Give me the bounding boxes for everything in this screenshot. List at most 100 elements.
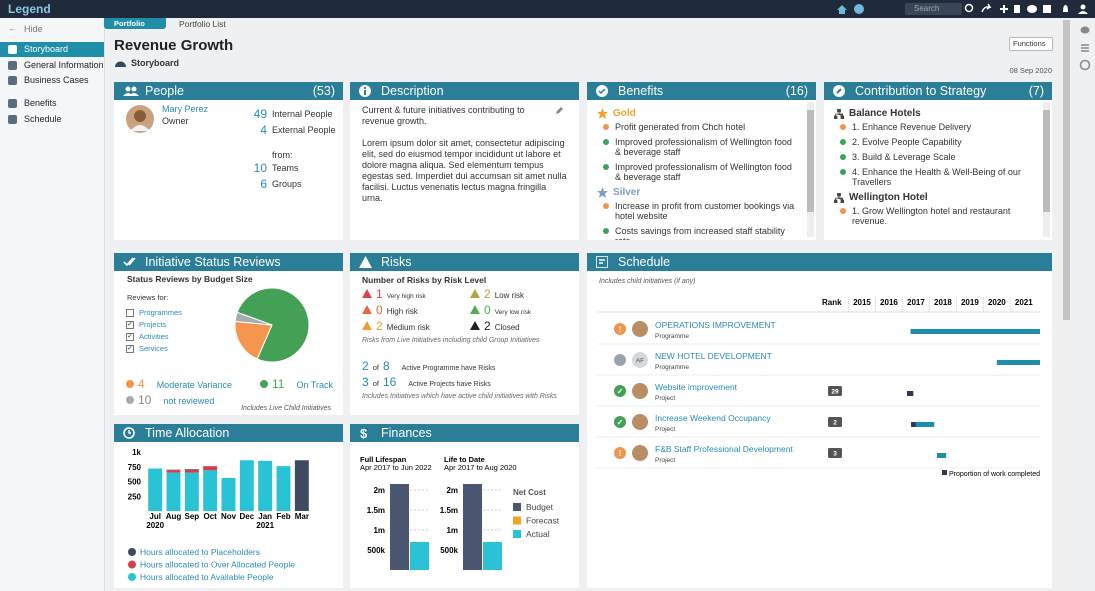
finances-panel: $ Finances Full Lifespan Apr 2017 to Jun 2… bbox=[350, 424, 579, 588]
panel-title: People bbox=[145, 84, 184, 98]
risk-level: 2 Low risk bbox=[470, 287, 524, 301]
toolbar-icons[interactable] bbox=[964, 3, 1092, 15]
people-panel: People (53) Mary Perez Owner 49 Internal P… bbox=[114, 82, 343, 240]
initiative-type: Project bbox=[655, 457, 675, 464]
checkbox[interactable]: ✓ bbox=[126, 320, 134, 329]
checkbox[interactable] bbox=[126, 308, 134, 317]
legend-item: 11 On Track bbox=[260, 377, 333, 391]
y-tick-label: 2m bbox=[373, 486, 385, 495]
nav-item[interactable]: Storyboard bbox=[0, 42, 104, 57]
list-item: Improved professionalism of Wellington f… bbox=[597, 162, 798, 182]
y-tick-label: 1k bbox=[132, 448, 141, 457]
x-year-label: 2021 bbox=[256, 521, 274, 530]
filter-label[interactable]: Activities bbox=[139, 332, 169, 341]
time-panel: Time Allocation 250 500 750 1k Jul 2020 Aug Sep… bbox=[114, 424, 343, 588]
owner-name[interactable]: Mary Perez bbox=[162, 104, 209, 114]
panel-icon bbox=[596, 256, 608, 268]
initiative-name[interactable]: Website improvement bbox=[655, 382, 738, 392]
star-icon bbox=[597, 187, 608, 198]
x-year-label: 2020 bbox=[146, 521, 164, 530]
filter[interactable]: ✓ Services bbox=[126, 344, 168, 353]
bar-segment bbox=[203, 466, 218, 471]
legend-label[interactable]: On Track bbox=[296, 380, 333, 390]
initiative-name[interactable]: Increase Weekend Occupancy bbox=[655, 413, 771, 423]
nav-label[interactable]: Schedule bbox=[24, 114, 62, 124]
legend-label: Forecast bbox=[526, 516, 560, 526]
filter-label[interactable]: Programmes bbox=[139, 308, 182, 317]
hide-button[interactable]: Hide bbox=[24, 24, 43, 34]
pie-slice bbox=[234, 311, 273, 326]
panel-icon bbox=[833, 85, 845, 97]
status-icon bbox=[614, 447, 626, 459]
status-dot bbox=[603, 164, 609, 170]
tab[interactable]: Portfolio bbox=[104, 18, 166, 29]
nav-label[interactable]: General Information bbox=[24, 60, 104, 70]
bar-segment bbox=[221, 477, 236, 511]
gantt-bar bbox=[911, 422, 935, 427]
x-tick-label: Dec bbox=[239, 512, 254, 521]
scroll-thumb[interactable] bbox=[807, 110, 814, 212]
nav-label[interactable]: Business Cases bbox=[24, 75, 89, 85]
legend-label[interactable]: Moderate Variance bbox=[156, 380, 233, 390]
tab-label[interactable]: Portfolio List bbox=[179, 19, 226, 29]
group-name: Silver bbox=[613, 187, 641, 198]
list-item: Improved professionalism of Wellington f… bbox=[597, 137, 798, 157]
list-item: 1. Grow Wellington hotel and restaurant … bbox=[834, 206, 1034, 226]
scroll-thumb[interactable] bbox=[1043, 110, 1050, 212]
risk-triangle bbox=[362, 305, 372, 314]
nav-item[interactable]: Benefits bbox=[0, 96, 104, 111]
panel-header: Contribution to Strategy (7) bbox=[824, 82, 1052, 100]
legend-dot bbox=[126, 396, 134, 404]
stat-value: 10 bbox=[253, 161, 267, 175]
rank-value: 29 bbox=[831, 389, 839, 396]
status-dot bbox=[840, 139, 846, 145]
scrollbar[interactable] bbox=[807, 102, 814, 237]
nav-label[interactable]: Benefits bbox=[24, 98, 57, 108]
functions-label[interactable]: Functions bbox=[1013, 39, 1046, 48]
bar-segment bbox=[203, 470, 218, 511]
functions-button[interactable]: Functions bbox=[1009, 37, 1053, 51]
checkbox[interactable]: ✓ bbox=[126, 332, 134, 341]
legend-title: Net Cost bbox=[513, 488, 546, 497]
hide-arrow[interactable]: ← bbox=[8, 23, 17, 33]
checkbox[interactable]: ✓ bbox=[126, 344, 134, 353]
scrollbar[interactable] bbox=[1043, 102, 1050, 237]
y-tick-label: 2m bbox=[446, 486, 458, 495]
logo[interactable]: Legend bbox=[8, 2, 51, 16]
filter-label[interactable]: Projects bbox=[139, 320, 167, 329]
filter[interactable]: ✓ Projects bbox=[126, 320, 166, 329]
list-item: 1. Enhance Revenue Delivery bbox=[834, 122, 1034, 132]
panel-icon bbox=[359, 85, 371, 97]
nav-item[interactable]: Business Cases bbox=[0, 73, 104, 88]
panel-title: Finances bbox=[381, 426, 432, 440]
search-box[interactable]: Search bbox=[905, 3, 962, 15]
schedule-note: Includes child initiatives (if any) bbox=[599, 278, 696, 285]
y-tick-label: 1.5m bbox=[440, 506, 458, 515]
rank-badge bbox=[828, 386, 842, 396]
filter[interactable]: ✓ Activities bbox=[126, 332, 169, 341]
panel-header: Initiative Status Reviews bbox=[114, 253, 343, 271]
filter-label[interactable]: Services bbox=[139, 344, 168, 353]
bar-segment bbox=[166, 472, 181, 511]
group-header: Balance Hotels bbox=[834, 108, 1034, 119]
hierarchy bbox=[834, 192, 844, 203]
initiative-name[interactable]: NEW HOTEL DEVELOPMENT bbox=[655, 351, 772, 361]
nav-label[interactable]: Storyboard bbox=[24, 44, 69, 54]
legend-label[interactable]: not reviewed bbox=[163, 396, 215, 406]
subtitle-icon bbox=[115, 61, 126, 67]
initiative-name[interactable]: OPERATIONS IMPROVEMENT bbox=[655, 320, 776, 330]
legend-dot bbox=[128, 560, 136, 569]
initiative-name[interactable]: F&B Staff Professional Development bbox=[655, 444, 793, 454]
nav-item[interactable]: General Information bbox=[0, 58, 104, 73]
rail-icons[interactable] bbox=[1075, 22, 1095, 72]
scroll-thumb[interactable] bbox=[1063, 20, 1070, 320]
scrollbar[interactable] bbox=[1062, 18, 1071, 591]
nav-icons[interactable] bbox=[835, 3, 865, 15]
panel-icon bbox=[123, 427, 135, 439]
group-header: Silver bbox=[597, 187, 798, 198]
nav-item[interactable]: Schedule bbox=[0, 112, 104, 127]
edit-icon[interactable] bbox=[555, 106, 564, 115]
filter[interactable]: Programmes bbox=[126, 308, 182, 317]
legend-dot bbox=[260, 380, 268, 388]
tab-label[interactable]: Portfolio bbox=[114, 19, 145, 28]
